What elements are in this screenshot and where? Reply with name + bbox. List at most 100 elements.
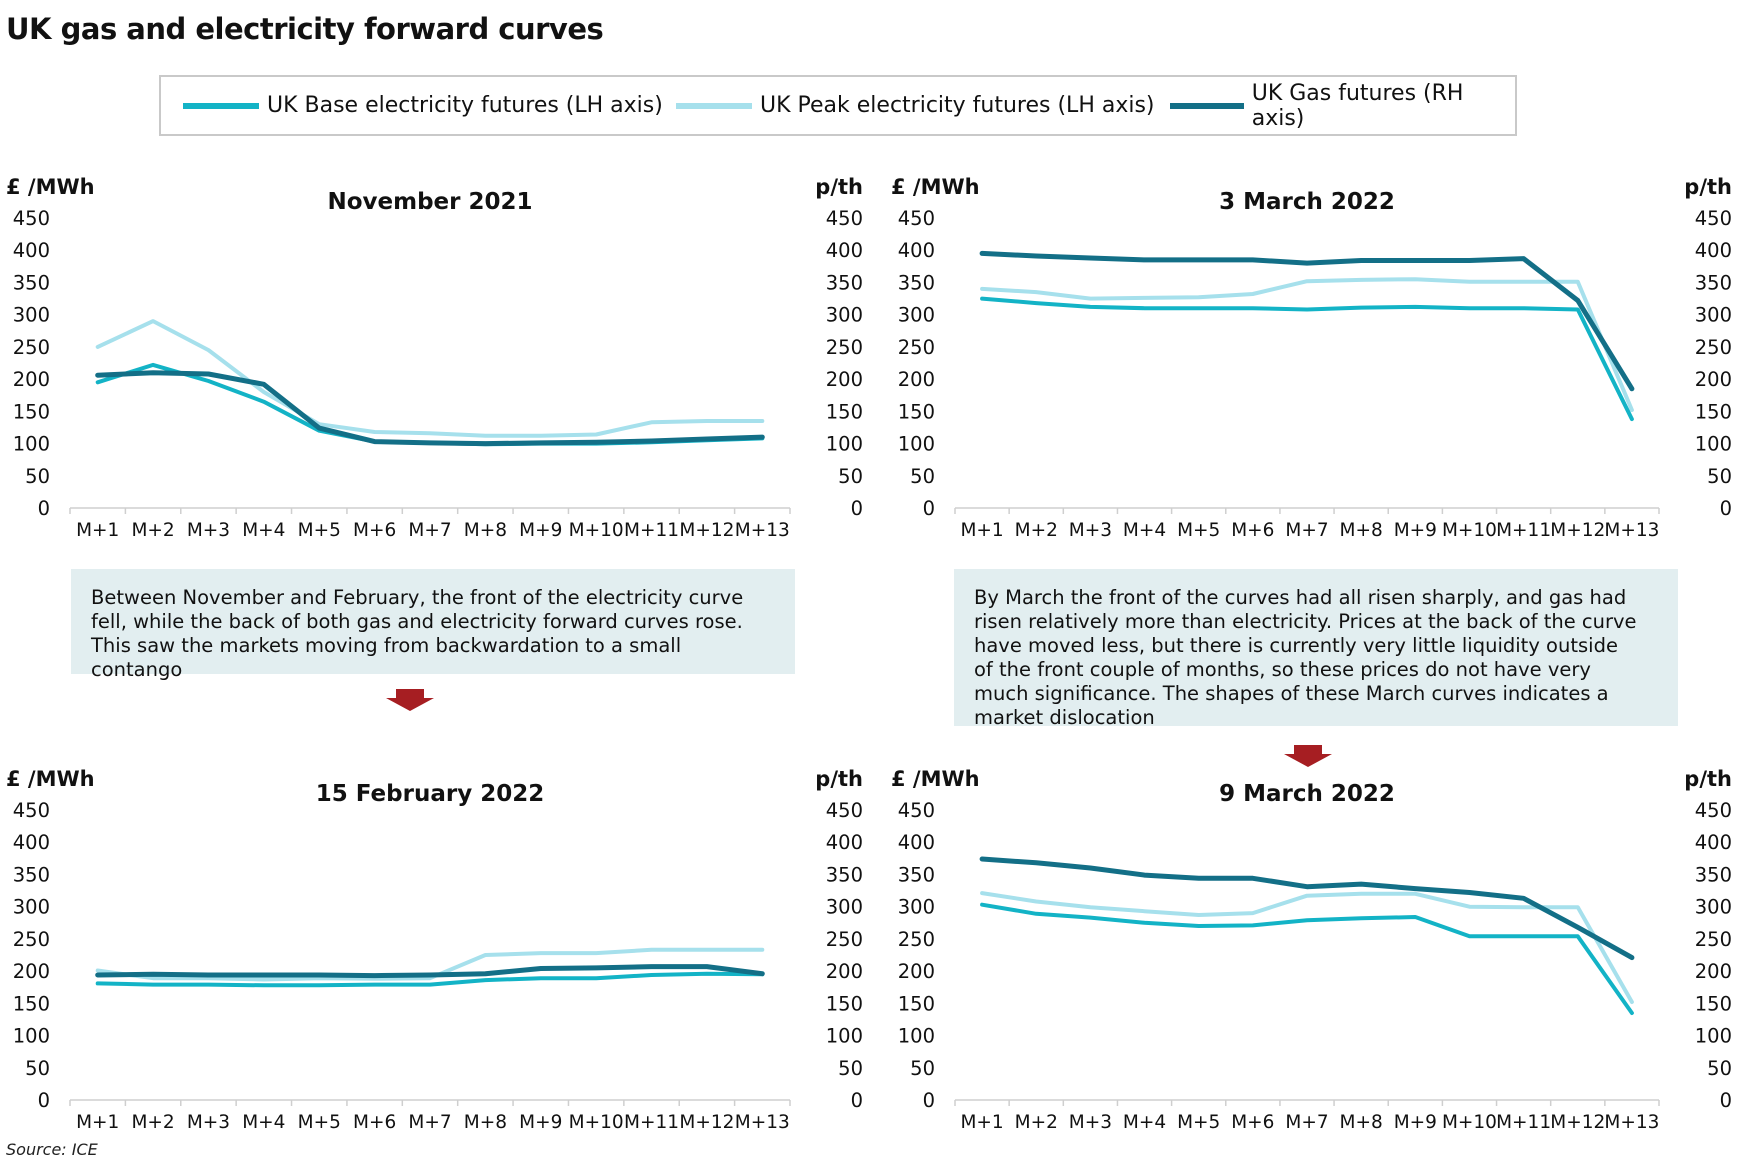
legend-swatch-peak	[676, 102, 752, 109]
y-tick-right: 100	[826, 433, 863, 456]
y-tick-right: 50	[1707, 1057, 1732, 1080]
y-tick-right: 0	[1720, 497, 1732, 520]
x-tick-label: M+1	[76, 1112, 119, 1133]
x-tick-label: M+12	[1550, 520, 1605, 541]
y-tick-right: 100	[1695, 1025, 1732, 1048]
x-tick-label: M+7	[1285, 1112, 1328, 1133]
y-tick-right: 400	[1695, 239, 1732, 262]
y-tick-right: 50	[838, 465, 863, 488]
y-tick-right: 0	[851, 1089, 863, 1112]
series-line-base	[980, 296, 1634, 422]
y-tick-left: 100	[13, 1025, 50, 1048]
series-line-gas	[95, 964, 765, 979]
y-tick-left: 50	[910, 1057, 935, 1080]
x-tick-label: M+3	[1069, 1112, 1112, 1133]
x-tick-label: M+2	[1015, 1112, 1058, 1133]
chart-title: 3 March 2022	[1219, 189, 1395, 215]
x-tick-label: M+2	[131, 1112, 174, 1133]
chart-title: 9 March 2022	[1219, 781, 1395, 807]
series-line-peak	[95, 319, 765, 438]
y-tick-left: 400	[898, 239, 935, 262]
y-axis-right-label: p/th	[1684, 767, 1732, 791]
x-tick-label: M+9	[1394, 1112, 1437, 1133]
y-tick-right: 150	[1695, 400, 1732, 423]
y-tick-right: 200	[1695, 960, 1732, 983]
y-tick-right: 450	[826, 207, 863, 230]
x-tick-label: M+6	[1231, 1112, 1274, 1133]
y-tick-left: 300	[898, 304, 935, 327]
x-tick-label: M+7	[408, 520, 451, 541]
y-axis-left-label: £ /MWh	[6, 767, 95, 791]
x-tick-label: M+11	[1496, 1112, 1551, 1133]
x-tick-label: M+13	[1604, 1112, 1659, 1133]
y-tick-left: 50	[910, 465, 935, 488]
x-tick-label: M+8	[1340, 1112, 1383, 1133]
x-tick-label: M+6	[1231, 520, 1274, 541]
y-axis-right-label: p/th	[1684, 175, 1732, 199]
series-line-base	[980, 902, 1634, 1015]
x-tick-label: M+8	[1340, 520, 1383, 541]
y-tick-right: 100	[1695, 433, 1732, 456]
y-axis-left-label: £ /MWh	[891, 767, 980, 791]
y-tick-right: 300	[826, 304, 863, 327]
y-tick-left: 100	[13, 433, 50, 456]
x-tick-label: M+10	[1442, 1112, 1497, 1133]
note-left: Between November and February, the front…	[71, 569, 795, 681]
x-tick-label: M+3	[1069, 520, 1112, 541]
y-tick-right: 300	[1695, 896, 1732, 919]
legend-label-base: UK Base electricity futures (LH axis)	[267, 93, 663, 118]
legend-label-gas: UK Gas futures (RH axis)	[1251, 80, 1464, 131]
y-tick-left: 200	[898, 368, 935, 391]
y-tick-left: 450	[898, 799, 935, 822]
y-tick-left: 300	[13, 304, 50, 327]
x-tick-label: M+12	[1550, 1112, 1605, 1133]
y-tick-right: 450	[1695, 207, 1732, 230]
y-tick-right: 250	[1695, 336, 1732, 359]
y-axis-left-label: £ /MWh	[891, 175, 980, 199]
y-tick-left: 50	[25, 1057, 50, 1080]
x-tick-label: M+2	[1015, 520, 1058, 541]
y-tick-left: 0	[923, 497, 935, 520]
x-tick-label: M+4	[242, 1112, 285, 1133]
y-tick-left: 0	[38, 1089, 50, 1112]
y-tick-left: 250	[898, 928, 935, 951]
y-tick-right: 0	[851, 497, 863, 520]
x-tick-label: M+8	[464, 1112, 507, 1133]
x-tick-label: M+1	[76, 520, 119, 541]
y-tick-right: 400	[826, 831, 863, 854]
x-tick-label: M+5	[1177, 1112, 1220, 1133]
x-tick-label: M+4	[1123, 520, 1166, 541]
x-tick-label: M+9	[519, 1112, 562, 1133]
y-tick-right: 50	[838, 1057, 863, 1080]
y-tick-left: 400	[898, 831, 935, 854]
y-tick-right: 0	[1720, 1089, 1732, 1112]
y-tick-left: 350	[898, 863, 935, 886]
x-tick-label: M+5	[1177, 520, 1220, 541]
y-tick-right: 50	[1707, 465, 1732, 488]
y-tick-left: 450	[13, 799, 50, 822]
y-tick-right: 400	[826, 239, 863, 262]
x-tick-label: M+1	[960, 520, 1003, 541]
y-tick-left: 0	[923, 1089, 935, 1112]
chart-15-february-2022: £ /MWh p/th 15 February 2022 0 0 50 50 100 100 15…	[6, 767, 863, 1133]
y-tick-left: 450	[898, 207, 935, 230]
x-tick-label: M+8	[464, 520, 507, 541]
x-tick-label: M+10	[1442, 520, 1497, 541]
chart-3-march-2022: £ /MWh p/th 3 March 2022 0 0 50 50 100 100 150 150…	[891, 175, 1732, 541]
y-axis-left-label: £ /MWh	[6, 175, 95, 199]
x-tick-label: M+5	[298, 520, 341, 541]
y-tick-left: 200	[13, 368, 50, 391]
x-tick-label: M+4	[242, 520, 285, 541]
y-axis-right-label: p/th	[815, 767, 863, 791]
x-tick-label: M+11	[1496, 520, 1551, 541]
x-tick-label: M+11	[624, 520, 679, 541]
y-tick-left: 150	[898, 992, 935, 1015]
y-tick-right: 450	[1695, 799, 1732, 822]
y-axis-right-label: p/th	[815, 175, 863, 199]
y-tick-left: 450	[13, 207, 50, 230]
y-tick-left: 0	[38, 497, 50, 520]
source-note: Source: ICE	[6, 1140, 98, 1159]
y-tick-left: 250	[13, 928, 50, 951]
y-tick-right: 300	[826, 896, 863, 919]
series-line-peak	[980, 277, 1634, 412]
